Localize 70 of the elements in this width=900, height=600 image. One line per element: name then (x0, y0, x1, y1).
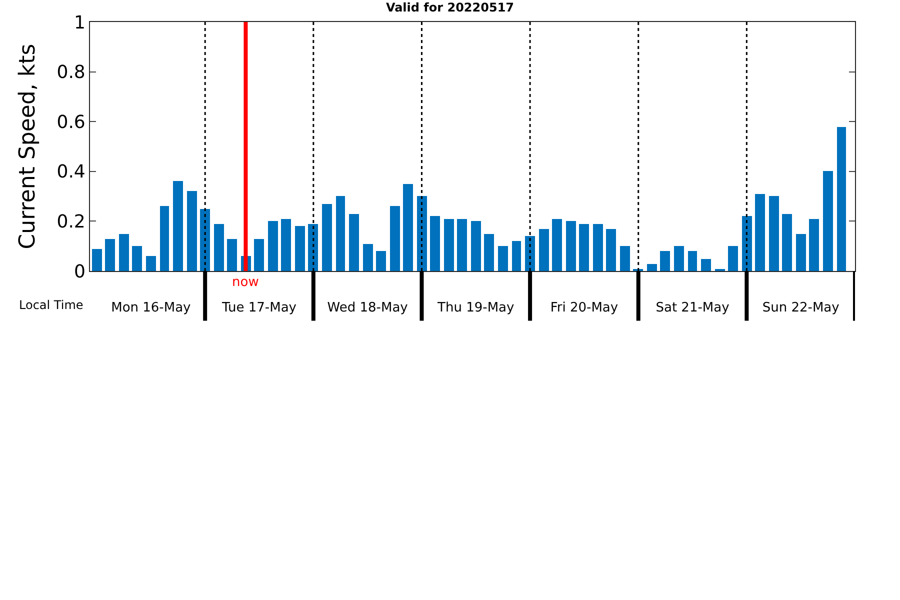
ref-line-label: now (232, 275, 260, 290)
chart-title: Valid for 20220517 (386, 0, 514, 14)
bar (308, 224, 318, 271)
bar (660, 251, 670, 271)
bar (769, 196, 779, 271)
bar (173, 181, 183, 271)
bar (376, 251, 386, 271)
bar (214, 224, 224, 271)
bar (837, 127, 846, 271)
y-tick-label: 1 (74, 12, 86, 34)
bar (579, 224, 589, 271)
bar (254, 239, 264, 271)
bar (92, 249, 102, 271)
bar (457, 219, 467, 271)
x-tick-label: Wed 18-May (327, 300, 408, 316)
bar (823, 171, 833, 271)
bar (701, 259, 711, 271)
bar (647, 264, 657, 271)
bar (200, 209, 210, 271)
bar (119, 234, 129, 271)
bar (782, 214, 792, 271)
x-tick-label: Mon 16-May (111, 300, 192, 316)
y-tick-label: 0.4 (56, 162, 86, 183)
x-tick-label: Fri 20-May (550, 300, 618, 316)
bar (809, 219, 819, 271)
bar (606, 229, 616, 271)
bar (322, 204, 332, 271)
y-axis-title: Current Speed, kts (16, 44, 41, 250)
bar (227, 239, 237, 271)
bar (566, 221, 576, 271)
bar (796, 234, 806, 271)
bar (187, 191, 197, 271)
bar (105, 239, 115, 271)
bar (295, 226, 305, 271)
x-tick-label: Sun 22-May (762, 300, 840, 316)
x-tick-label: Tue 17-May (221, 300, 297, 316)
bar (674, 246, 684, 271)
bar (471, 221, 481, 271)
bar (688, 251, 697, 271)
bar (742, 216, 752, 271)
bar (160, 206, 169, 271)
y-tick-label: 0.6 (56, 112, 86, 133)
y-tick-label: 0 (74, 261, 86, 282)
bar (268, 221, 278, 271)
bar (728, 246, 738, 271)
bar (512, 241, 521, 271)
bar (593, 224, 603, 271)
bar (552, 219, 562, 271)
bar (755, 194, 765, 271)
bar (620, 246, 630, 271)
bar (525, 236, 535, 271)
bar (444, 219, 454, 271)
text: Local Time (19, 298, 84, 312)
bar (430, 216, 440, 271)
bar (417, 196, 427, 271)
bar (484, 234, 494, 271)
bar (349, 214, 359, 271)
bar (403, 184, 413, 271)
x-tick-label: Sat 21-May (656, 300, 730, 316)
bar (390, 206, 400, 271)
bar (363, 244, 373, 271)
y-tick-label: 0.2 (56, 212, 86, 232)
bar (539, 229, 549, 271)
x-tick-label: Thu 19-May (436, 300, 515, 316)
bar (146, 256, 156, 271)
bar (281, 219, 291, 271)
bar (336, 196, 345, 271)
bar (498, 246, 508, 271)
bar (132, 246, 142, 271)
y-tick-label: 0.8 (56, 62, 86, 84)
